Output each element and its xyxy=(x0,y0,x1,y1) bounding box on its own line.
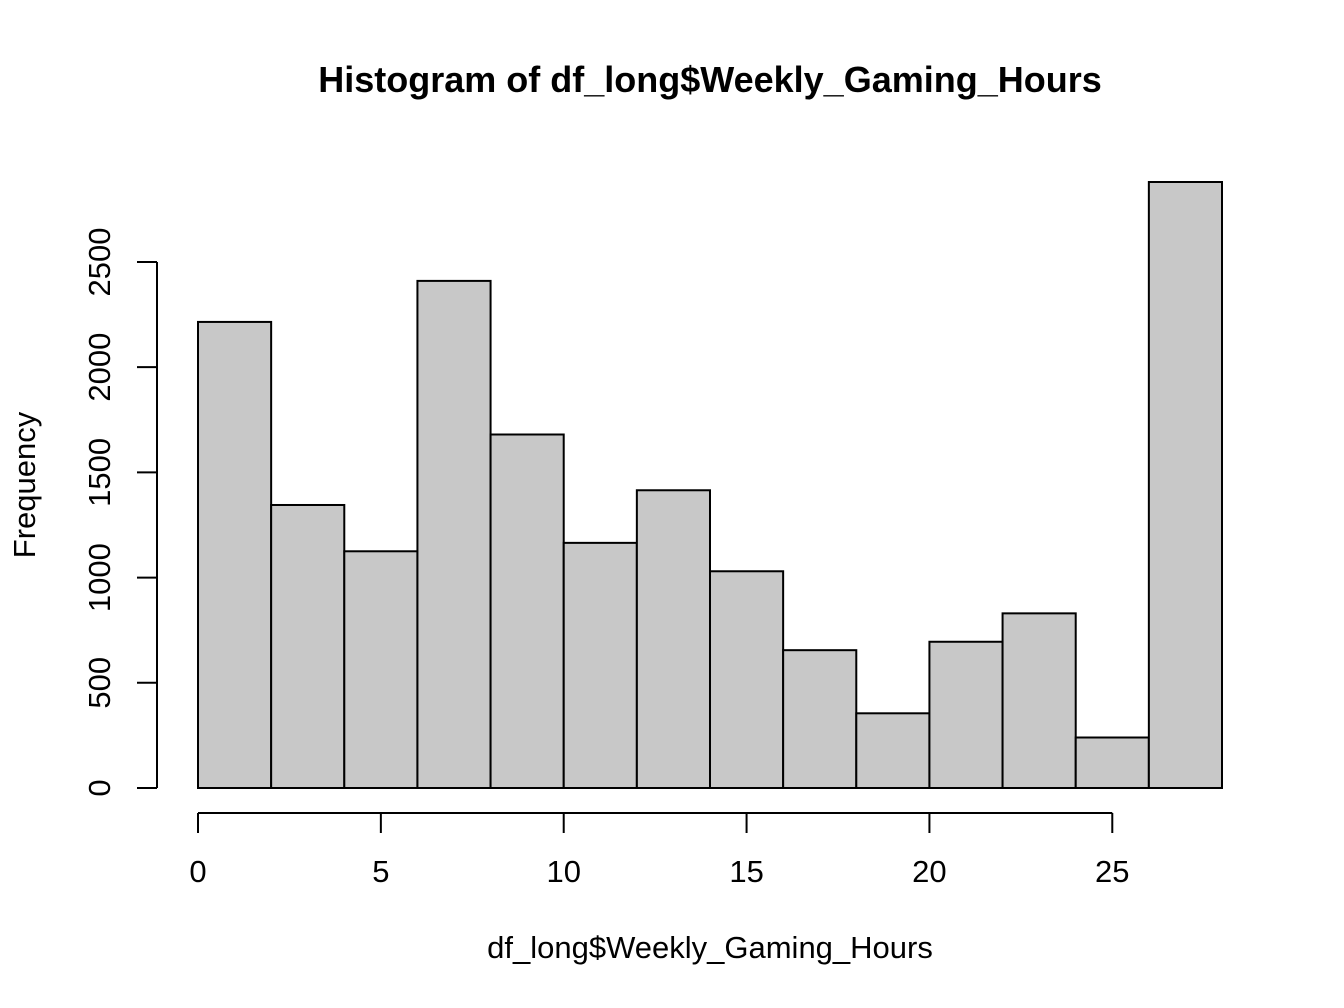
histogram-bars xyxy=(197,181,1224,790)
histogram-bar xyxy=(270,503,346,789)
histogram-bar xyxy=(709,570,785,789)
x-tick-label: 0 xyxy=(189,854,206,889)
y-tick-label: 1500 xyxy=(82,438,117,507)
y-axis-label: Frequency xyxy=(7,411,42,558)
histogram-bar xyxy=(1074,736,1150,789)
x-axis-label: df_long$Weekly_Gaming_Hours xyxy=(487,930,933,965)
histogram-bar xyxy=(416,279,492,789)
histogram-bar xyxy=(928,640,1004,790)
x-tick-label: 15 xyxy=(729,854,763,889)
x-tick-label: 20 xyxy=(912,854,946,889)
y-tick-label: 500 xyxy=(82,657,117,709)
x-tick-label: 25 xyxy=(1095,854,1129,889)
x-axis: 0 5 10 15 20 25 xyxy=(189,812,1130,889)
histogram-bar xyxy=(197,320,273,789)
histogram-bar xyxy=(489,433,565,789)
histogram-bar xyxy=(1147,181,1224,789)
histogram-bar xyxy=(343,550,419,789)
x-tick-label: 10 xyxy=(546,854,580,889)
histogram-bar xyxy=(562,541,638,789)
chart-title: Histogram of df_long$Weekly_Gaming_Hours xyxy=(318,59,1102,100)
y-axis: 0 500 1000 1500 2000 2500 xyxy=(82,227,158,797)
x-tick-label: 5 xyxy=(372,854,389,889)
y-tick-label: 2500 xyxy=(82,227,117,296)
histogram-bar xyxy=(855,712,931,789)
y-tick-label: 2000 xyxy=(82,333,117,402)
y-tick-label: 1000 xyxy=(82,543,117,612)
histogram-bar xyxy=(782,649,858,789)
histogram-bar xyxy=(635,489,711,789)
histogram-bar xyxy=(1001,612,1077,790)
y-tick-label: 0 xyxy=(82,779,117,796)
